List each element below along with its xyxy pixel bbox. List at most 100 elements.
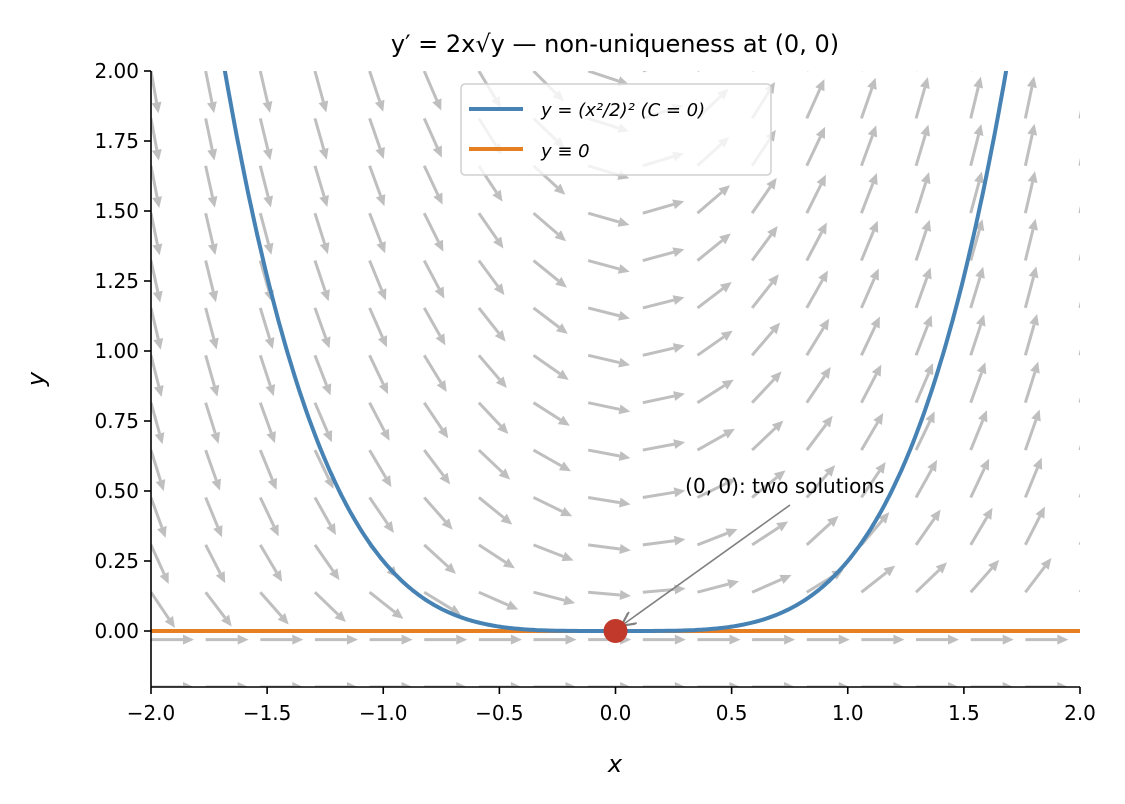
x-axis-label: x: [607, 750, 623, 778]
slope-arrow: [313, 449, 334, 489]
slope-arrow: [422, 71, 442, 111]
x-tick-label: 0.5: [716, 701, 748, 725]
slope-arrow: [969, 362, 987, 404]
slope-arrow: [532, 401, 570, 426]
slope-arrow: [1023, 313, 1039, 356]
slope-arrow: [806, 682, 850, 687]
slope-arrow: [258, 118, 273, 161]
slope-arrow: [642, 439, 686, 452]
slope-arrow: [861, 71, 863, 72]
slope-arrow: [368, 259, 387, 301]
slope-arrow: [696, 478, 737, 499]
slope-arrow: [259, 544, 283, 582]
slope-arrow: [914, 509, 941, 546]
x-tick-label: 2.0: [1064, 701, 1096, 725]
slope-arrow: [587, 495, 631, 508]
y-tick-label: 1.00: [94, 339, 139, 363]
slope-arrow: [478, 634, 522, 645]
slope-arrow: [914, 315, 933, 356]
slope-arrow: [204, 307, 219, 350]
slope-arrow: [1080, 635, 1123, 645]
slope-arrow: [696, 233, 731, 262]
slope-arrow: [368, 71, 385, 112]
slope-arrow: [314, 634, 358, 645]
slope-arrow: [423, 449, 451, 485]
slope-arrow: [642, 247, 685, 262]
slope-arrow: [151, 212, 163, 256]
slope-arrow: [532, 212, 567, 242]
slope-arrow: [642, 535, 686, 547]
slope-arrow: [368, 496, 394, 533]
chart-title: y′ = 2x√y — non-uniqueness at (0, 0): [391, 30, 839, 58]
slope-arrow: [1080, 29, 1090, 71]
annotation-text: (0, 0): two solutions: [685, 474, 884, 498]
slope-arrow: [313, 260, 330, 302]
slope-arrow: [861, 682, 905, 687]
slope-arrow: [1078, 445, 1080, 451]
slope-arrow: [860, 125, 878, 167]
slope-arrow: [1025, 634, 1069, 645]
slope-arrow: [258, 165, 274, 208]
slope-arrow: [532, 448, 571, 472]
slope-arrow: [368, 591, 404, 619]
slope-arrow: [805, 465, 836, 499]
slope-arrow: [477, 354, 507, 388]
slope-arrow: [478, 682, 522, 687]
slope-arrow: [1078, 253, 1080, 261]
slope-arrow: [642, 343, 685, 357]
slope-arrow: [642, 71, 648, 73]
slope-field: [151, 29, 1123, 687]
slope-arrow: [588, 682, 632, 687]
slope-arrow: [916, 634, 960, 645]
slope-arrow: [805, 174, 826, 214]
slope-arrow: [204, 260, 219, 303]
slope-arrow: [805, 318, 830, 357]
slope-arrow: [860, 413, 884, 451]
slope-arrow: [1023, 266, 1039, 309]
slope-arrow: [1023, 361, 1040, 404]
slope-arrow: [204, 449, 222, 491]
slope-arrow: [204, 496, 223, 538]
slope-arrow: [1023, 409, 1041, 451]
slope-arrow: [424, 634, 468, 645]
slope-arrow: [1078, 349, 1080, 356]
slope-arrow: [860, 173, 878, 214]
slope-arrow: [1024, 506, 1045, 546]
legend-label-zero: y ≡ 0: [540, 141, 590, 162]
slope-arrow: [477, 401, 509, 435]
slope-arrow: [860, 565, 896, 594]
slope-arrow: [969, 314, 986, 356]
slope-arrow: [587, 306, 630, 321]
slope-arrow: [422, 354, 447, 392]
slope-arrow: [860, 316, 880, 356]
slope-arrow: [805, 270, 828, 309]
slope-arrow: [477, 306, 506, 342]
slope-arrow: [151, 544, 169, 585]
slope-arrow: [805, 79, 825, 119]
slope-arrow: [205, 634, 249, 645]
slope-arrow: [914, 411, 935, 451]
slope-arrow: [369, 682, 413, 687]
slope-arrow: [314, 682, 358, 687]
slope-arrow: [1078, 541, 1080, 545]
slope-arrow: [424, 682, 468, 687]
slope-arrow: [422, 259, 445, 299]
slope-arrow: [914, 124, 931, 167]
slope-arrow: [204, 118, 218, 161]
legend-label-quartic: y = (x²/2)² (C = 0): [540, 100, 705, 121]
slope-arrow: [258, 449, 277, 490]
slope-arrow: [368, 449, 392, 488]
slope-arrow: [1025, 71, 1027, 72]
slope-arrow: [1023, 76, 1037, 119]
slope-arrow: [969, 124, 984, 167]
slope-arrow: [422, 117, 442, 158]
slope-arrow: [588, 590, 632, 601]
slope-arrow: [532, 306, 568, 334]
slope-arrow: [368, 307, 388, 348]
slope-arrow: [642, 487, 686, 499]
slope-arrow: [860, 364, 882, 404]
slope-arrow: [1078, 157, 1080, 166]
slope-arrow: [642, 634, 686, 645]
slope-arrow: [1024, 558, 1052, 594]
slope-arrow: [204, 71, 217, 114]
